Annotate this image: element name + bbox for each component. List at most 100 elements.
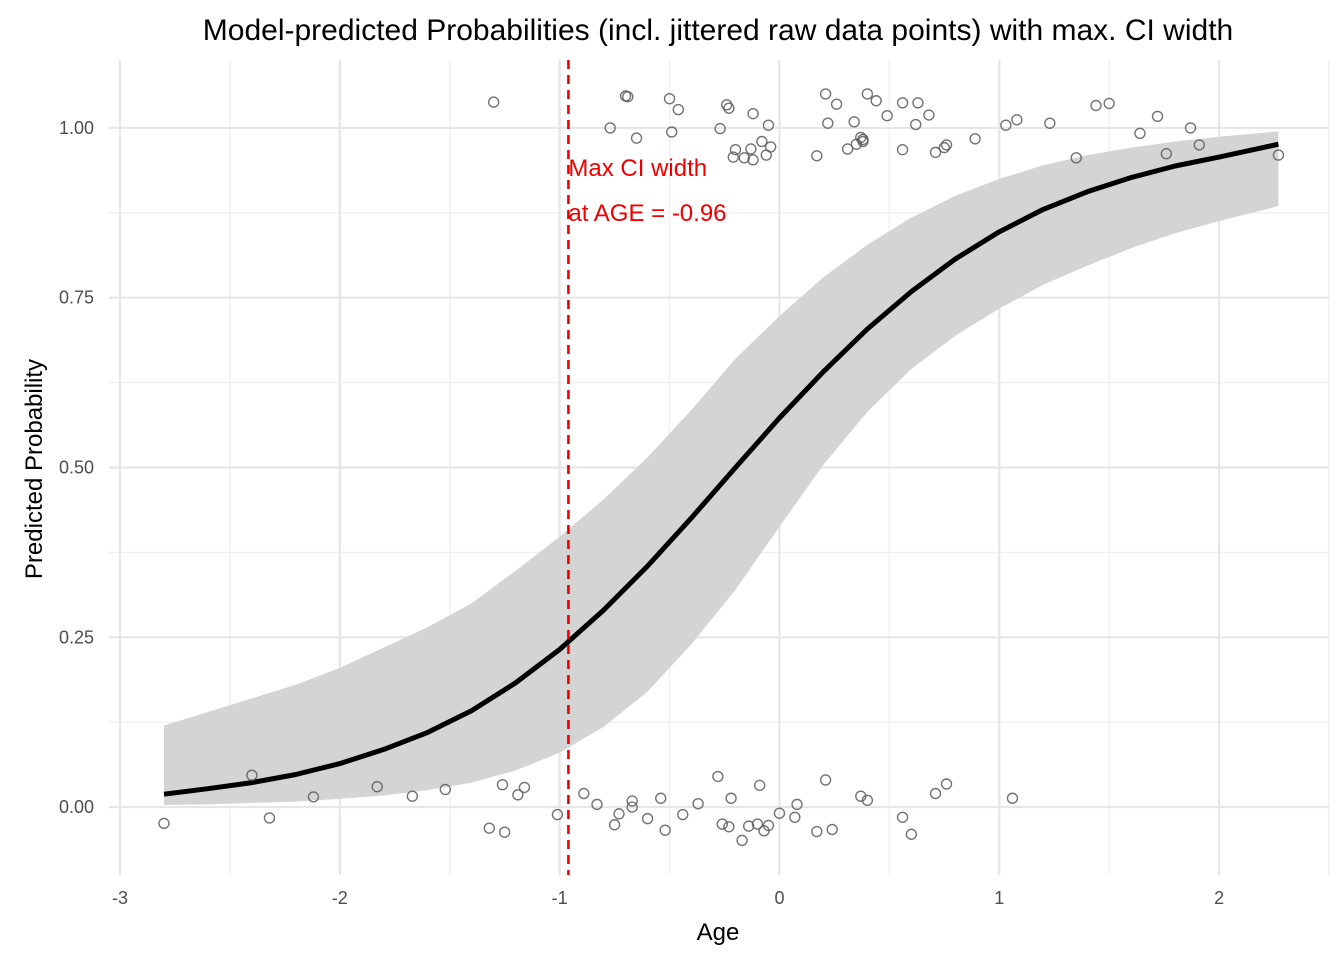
- data-point: [663, 93, 676, 105]
- data-point: [764, 141, 777, 153]
- data-point: [723, 102, 735, 114]
- data-point: [551, 808, 564, 821]
- data-point: [1090, 99, 1102, 112]
- data-point: [747, 154, 759, 166]
- y-tick-label: 1.00: [59, 118, 94, 138]
- data-point: [578, 787, 590, 800]
- data-point: [498, 826, 511, 838]
- data-point: [518, 781, 531, 794]
- data-point: [263, 812, 276, 824]
- data-point: [929, 787, 942, 800]
- data-point: [861, 88, 874, 100]
- data-point: [912, 97, 924, 109]
- data-point: [848, 116, 860, 128]
- data-point: [736, 834, 748, 847]
- data-point: [929, 146, 942, 159]
- x-tick-label: -3: [112, 888, 128, 908]
- data-point: [246, 769, 258, 781]
- data-point: [819, 88, 832, 100]
- data-point: [512, 789, 524, 801]
- annotation-line-1: Max CI width: [568, 155, 707, 182]
- jittered-raw-data-points: [158, 88, 1285, 847]
- data-point: [1070, 152, 1082, 164]
- data-point: [677, 808, 689, 821]
- y-tick-label: 0.25: [59, 627, 94, 647]
- data-point: [881, 109, 893, 122]
- x-tick-label: 0: [774, 888, 784, 908]
- data-point: [756, 135, 768, 148]
- data-point: [727, 151, 739, 163]
- data-point: [762, 819, 775, 832]
- data-point: [659, 824, 671, 836]
- data-point: [896, 811, 909, 823]
- data-point: [905, 828, 918, 840]
- data-point: [811, 825, 823, 838]
- data-point: [751, 818, 764, 830]
- data-point: [1011, 114, 1023, 126]
- data-point: [762, 119, 775, 131]
- data-point: [716, 818, 728, 830]
- data-point: [938, 141, 951, 154]
- data-point: [1272, 149, 1285, 161]
- data-point: [406, 790, 419, 802]
- data-point: [819, 774, 832, 786]
- data-point: [940, 778, 953, 790]
- annotation-line-2: at AGE = -0.96: [568, 200, 726, 227]
- data-point: [672, 103, 685, 116]
- data-point: [307, 791, 320, 803]
- data-point: [439, 783, 452, 796]
- data-point: [870, 95, 882, 107]
- x-tick-label: 1: [994, 888, 1004, 908]
- data-point: [861, 794, 874, 806]
- data-point: [745, 143, 757, 155]
- data-point: [738, 152, 750, 164]
- data-point: [822, 117, 834, 129]
- data-point: [692, 797, 704, 810]
- data-point: [969, 133, 981, 145]
- data-point: [604, 122, 616, 134]
- y-tick-label: 0.00: [59, 797, 94, 817]
- data-point: [789, 811, 801, 823]
- y-axis-title: Predicted Probability: [21, 359, 48, 579]
- data-point: [626, 801, 638, 813]
- data-point: [773, 807, 786, 819]
- data-point: [1193, 139, 1206, 151]
- data-point: [613, 808, 625, 820]
- data-point: [1184, 122, 1197, 134]
- data-point: [1044, 117, 1056, 129]
- data-point: [1006, 792, 1019, 804]
- data-point: [641, 812, 654, 825]
- data-point: [753, 779, 766, 792]
- data-point: [591, 798, 603, 811]
- data-point: [747, 107, 759, 120]
- data-point: [923, 109, 935, 121]
- data-point: [940, 139, 953, 151]
- data-point: [896, 97, 909, 109]
- x-tick-label: -1: [552, 888, 568, 908]
- data-point: [896, 143, 909, 156]
- data-point: [830, 98, 843, 110]
- x-axis-title: Age: [697, 919, 740, 946]
- data-point: [1103, 97, 1115, 110]
- data-point: [857, 133, 869, 146]
- data-point: [622, 90, 634, 103]
- data-point: [1000, 119, 1012, 131]
- predicted-probability-curve: [163, 141, 1279, 797]
- data-point: [608, 819, 621, 831]
- data-point: [841, 143, 854, 155]
- data-point: [496, 778, 509, 791]
- data-point: [158, 817, 170, 830]
- data-point: [655, 792, 667, 804]
- data-point: [1134, 127, 1146, 140]
- y-tick-label: 0.50: [59, 458, 94, 478]
- data-point: [729, 143, 742, 156]
- data-point: [826, 823, 838, 836]
- data-point: [1151, 110, 1164, 123]
- data-point: [791, 798, 803, 811]
- data-point: [714, 122, 726, 135]
- data-point: [371, 781, 383, 793]
- data-point: [1160, 148, 1173, 160]
- chart-title: Model-predicted Probabilities (incl. jit…: [203, 14, 1233, 47]
- data-point: [666, 126, 678, 138]
